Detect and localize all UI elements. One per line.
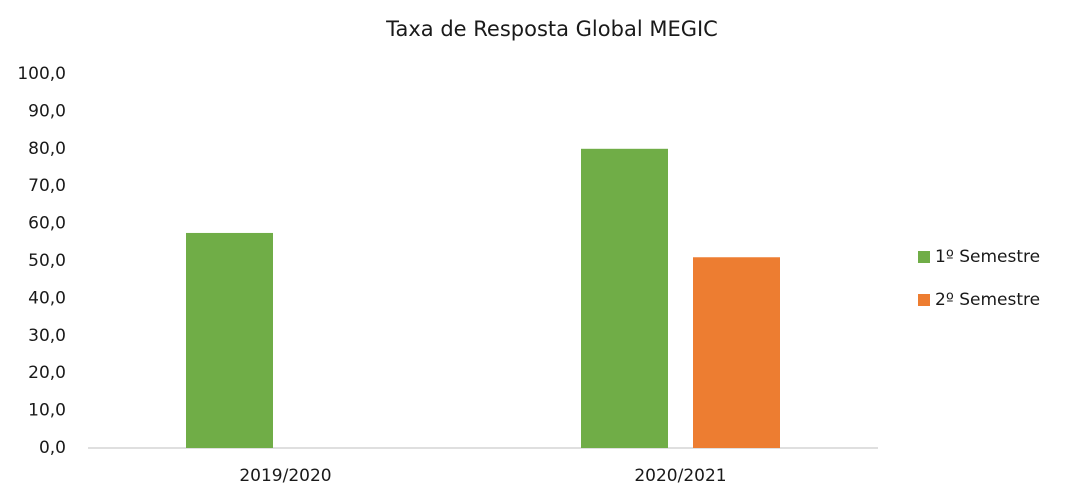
y-tick-label: 90,0 bbox=[28, 101, 66, 121]
legend-label: 1º Semestre bbox=[935, 247, 1040, 267]
legend-swatch bbox=[918, 294, 930, 306]
legend-label: 2º Semestre bbox=[935, 290, 1040, 310]
bar bbox=[186, 232, 273, 448]
y-tick-label: 20,0 bbox=[28, 363, 66, 383]
y-tick-label: 40,0 bbox=[28, 288, 66, 308]
y-tick-label: 60,0 bbox=[28, 214, 66, 234]
y-tick-label: 10,0 bbox=[28, 401, 66, 421]
legend-swatch bbox=[918, 251, 930, 263]
y-tick-label: 100,0 bbox=[17, 64, 66, 84]
y-tick-label: 50,0 bbox=[28, 251, 66, 271]
bar bbox=[581, 148, 668, 449]
y-tick-label: 70,0 bbox=[28, 176, 66, 196]
bar bbox=[693, 257, 780, 448]
x-tick-label: 2020/2021 bbox=[634, 466, 726, 486]
y-tick-label: 0,0 bbox=[39, 438, 66, 458]
chart-title: Taxa de Resposta Global MEGIC bbox=[385, 17, 718, 41]
y-tick-label: 80,0 bbox=[28, 139, 66, 159]
x-tick-label: 2019/2020 bbox=[239, 466, 331, 486]
y-tick-label: 30,0 bbox=[28, 326, 66, 346]
